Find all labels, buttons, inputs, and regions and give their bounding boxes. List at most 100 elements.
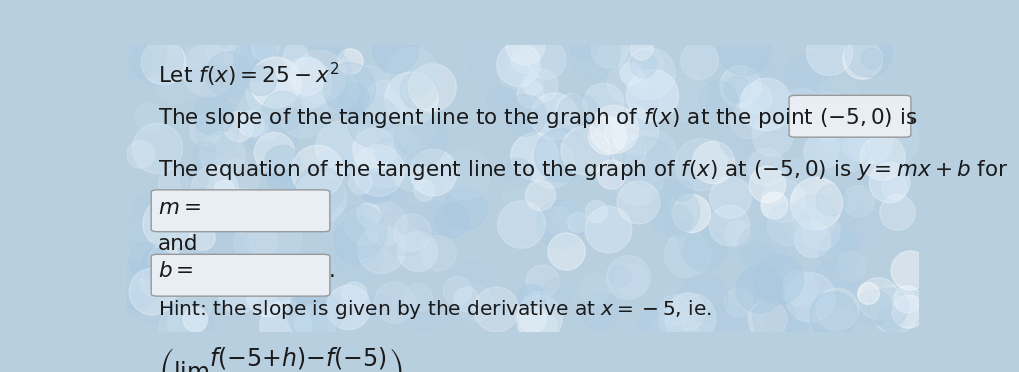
Point	[487, 307, 503, 312]
Point	[850, 198, 866, 204]
Point	[267, 79, 283, 85]
Point	[144, 299, 160, 305]
Point	[828, 95, 845, 101]
Point	[517, 42, 533, 48]
Point	[695, 237, 711, 243]
Point	[864, 304, 880, 310]
Point	[196, 150, 212, 156]
Point	[348, 237, 365, 243]
Point	[898, 296, 914, 302]
Point	[190, 321, 206, 327]
Point	[194, 50, 210, 56]
Point	[352, 179, 368, 185]
Point	[623, 277, 639, 283]
Point	[881, 315, 898, 321]
Point	[532, 82, 548, 88]
Point	[289, 279, 306, 285]
Point	[852, 225, 868, 231]
Point	[374, 127, 390, 133]
Point	[827, 306, 844, 312]
Point	[170, 324, 186, 330]
Point	[524, 316, 540, 322]
Point	[430, 250, 446, 256]
Point	[529, 324, 545, 330]
Point	[620, 147, 636, 153]
Point	[720, 222, 737, 228]
Point	[376, 220, 392, 226]
Text: $b =$: $b =$	[157, 261, 193, 281]
Point	[341, 85, 358, 91]
Point	[618, 80, 634, 86]
Point	[511, 192, 527, 198]
Point	[530, 315, 546, 321]
Point	[654, 325, 671, 331]
Text: The equation of the tangent line to the graph of $f(x)$ at $(-5, 0)$ is $y = mx : The equation of the tangent line to the …	[157, 158, 1007, 182]
Point	[758, 317, 774, 323]
Point	[591, 308, 607, 314]
Point	[197, 126, 213, 132]
Point	[211, 247, 227, 253]
Point	[309, 168, 325, 174]
Point	[516, 56, 532, 62]
Point	[448, 287, 465, 293]
Point	[861, 140, 877, 145]
Point	[443, 217, 460, 222]
Point	[750, 286, 766, 292]
Point	[194, 234, 210, 240]
Point	[123, 56, 140, 62]
Point	[790, 285, 806, 291]
Point	[243, 120, 259, 126]
Point	[148, 259, 164, 265]
Point	[425, 170, 441, 176]
Point	[230, 53, 247, 59]
Point	[545, 113, 561, 119]
Point	[665, 208, 682, 214]
Point	[822, 196, 839, 202]
Point	[180, 302, 197, 308]
Point	[629, 177, 645, 183]
Point	[376, 163, 392, 169]
Point	[492, 97, 508, 103]
Point	[901, 267, 917, 273]
Point	[668, 320, 685, 326]
Point	[793, 107, 809, 113]
Point	[423, 84, 439, 90]
Point	[386, 47, 403, 53]
Point	[132, 50, 149, 56]
Point	[690, 58, 706, 64]
Point	[521, 92, 537, 97]
Point	[155, 59, 171, 65]
Point	[458, 296, 474, 302]
Point	[169, 77, 185, 83]
Point	[523, 81, 539, 87]
Point	[214, 151, 230, 157]
Point	[273, 108, 289, 114]
Point	[747, 95, 763, 101]
Point	[748, 254, 764, 260]
Point	[740, 117, 756, 123]
Point	[568, 219, 584, 225]
Point	[219, 71, 235, 77]
Point	[633, 63, 649, 69]
Point	[461, 283, 477, 289]
Point	[526, 153, 542, 159]
Point	[870, 176, 887, 182]
Point	[307, 321, 323, 327]
Point	[329, 88, 345, 94]
Point	[323, 161, 339, 167]
Point	[193, 198, 209, 203]
Point	[732, 83, 748, 89]
Text: $\left(\lim_{h \to 0} \dfrac{f(-5+h)-f(-5)}{h}\right)$: $\left(\lim_{h \to 0} \dfrac{f(-5+h)-f(-…	[157, 345, 403, 372]
Point	[415, 313, 431, 319]
Point	[735, 46, 751, 52]
Point	[592, 145, 608, 151]
Point	[804, 215, 820, 221]
Point	[859, 51, 875, 57]
Point	[586, 285, 602, 291]
Point	[139, 257, 155, 263]
Point	[826, 102, 843, 108]
Point	[407, 126, 423, 132]
Point	[859, 290, 875, 296]
Point	[360, 211, 376, 217]
Point	[819, 49, 836, 55]
